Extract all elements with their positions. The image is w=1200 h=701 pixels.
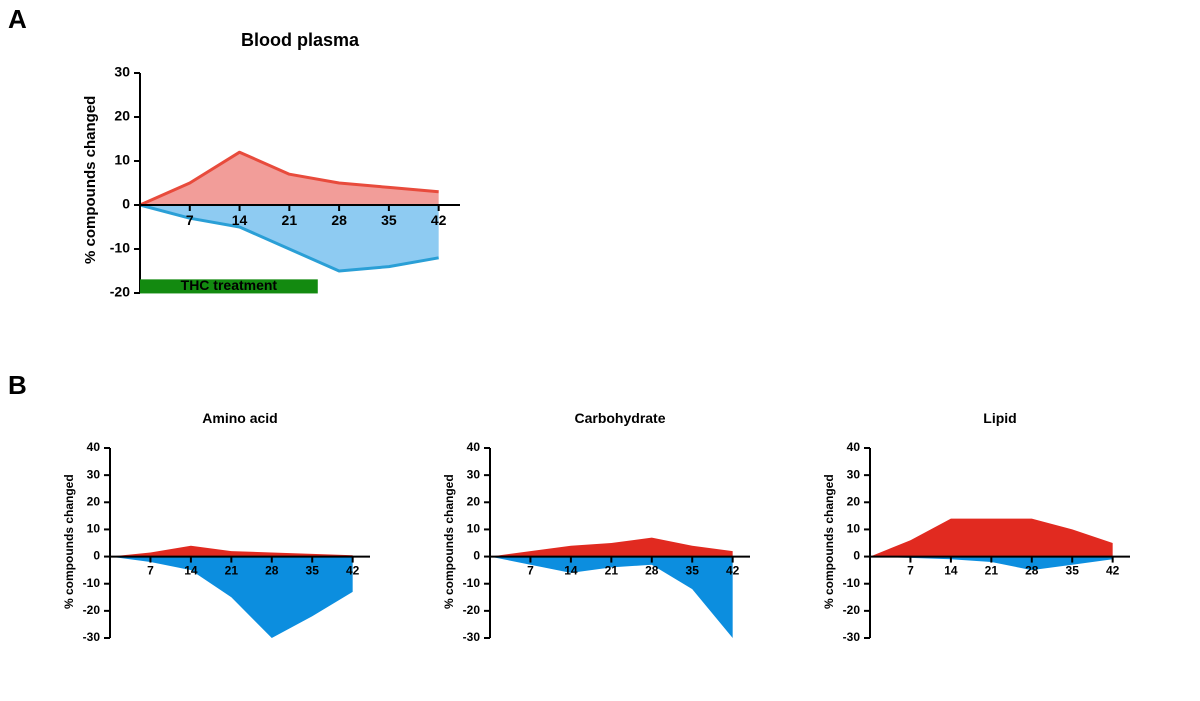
x-tick-label: 14 xyxy=(184,564,198,578)
y-tick-label: -20 xyxy=(83,603,101,617)
y-tick-label: 30 xyxy=(87,467,101,481)
x-tick-label: 21 xyxy=(225,564,239,578)
chart-svg-amino-acid: -30 -20 -10 0 10 20 30 40 7 14 21 28 35 42 xyxy=(50,430,400,668)
y-tick-label: -30 xyxy=(463,630,481,644)
area-upper xyxy=(140,152,439,205)
x-tick-label: 7 xyxy=(527,564,534,578)
y-tick-label: -10 xyxy=(83,576,101,590)
x-tick-label: 35 xyxy=(306,564,320,578)
y-tick-label: 10 xyxy=(467,522,481,536)
y-tick-label: 10 xyxy=(847,522,861,536)
x-tick-label: 21 xyxy=(605,564,619,578)
y-tick-label: -30 xyxy=(83,630,101,644)
chart-lipid: Lipid % compounds changed -30 -20 -10 0 10 20… xyxy=(810,410,1160,670)
y-tick-label: 10 xyxy=(114,152,130,168)
y-tick-label: -10 xyxy=(463,576,481,590)
chart-title-amino-acid: Amino acid xyxy=(50,410,370,426)
x-tick-label: 35 xyxy=(381,212,397,228)
x-tick-label: 42 xyxy=(431,212,447,228)
chart-amino-acid: Amino acid % compounds changed -30 -20 -10… xyxy=(50,410,400,670)
figure-root: A B Blood plasma % compounds changed -20… xyxy=(0,0,1200,701)
chart-svg-carbohydrate: -30 -20 -10 0 10 20 30 40 7 14 21 28 35 42 xyxy=(430,430,780,668)
y-tick-label: -10 xyxy=(843,576,861,590)
y-tick-label: 10 xyxy=(87,522,101,536)
x-tick-label: 42 xyxy=(346,564,360,578)
chart-blood-plasma: Blood plasma % compounds changed -20 -10 0… xyxy=(70,30,500,320)
panel-label-B: B xyxy=(8,370,27,401)
y-tick-label: 30 xyxy=(467,467,481,481)
x-tick-label: 28 xyxy=(265,564,279,578)
x-tick-label: 7 xyxy=(147,564,154,578)
x-tick-label: 28 xyxy=(645,564,659,578)
y-axis-label: % compounds changed xyxy=(442,474,456,609)
y-tick-label: 40 xyxy=(847,440,861,454)
y-tick-label: 30 xyxy=(847,467,861,481)
y-tick-label: -30 xyxy=(843,630,861,644)
x-tick-label: 28 xyxy=(1025,564,1039,578)
x-tick-label: 7 xyxy=(907,564,914,578)
x-tick-label: 14 xyxy=(564,564,578,578)
y-tick-label: 40 xyxy=(467,440,481,454)
y-tick-label: 30 xyxy=(114,64,130,80)
x-tick-label: 35 xyxy=(686,564,700,578)
area-upper xyxy=(110,546,353,557)
y-tick-label: 40 xyxy=(87,440,101,454)
x-tick-label: 42 xyxy=(726,564,740,578)
chart-svg-lipid: -30 -20 -10 0 10 20 30 40 7 14 21 28 35 42 xyxy=(810,430,1160,668)
x-tick-label: 7 xyxy=(186,212,194,228)
treatment-bar-label: THC treatment xyxy=(181,277,278,293)
y-axis-label: % compounds changed xyxy=(82,95,99,263)
y-tick-label: 20 xyxy=(847,494,861,508)
y-tick-label: 20 xyxy=(87,494,101,508)
y-tick-label: -20 xyxy=(463,603,481,617)
chart-title-lipid: Lipid xyxy=(810,410,1130,426)
chart-title-blood-plasma: Blood plasma xyxy=(70,30,460,51)
x-tick-label: 14 xyxy=(944,564,958,578)
y-tick-label: -20 xyxy=(843,603,861,617)
x-tick-label: 14 xyxy=(232,212,248,228)
x-tick-label: 35 xyxy=(1066,564,1080,578)
y-tick-label: 20 xyxy=(467,494,481,508)
y-tick-label: 0 xyxy=(473,549,480,563)
panel-label-A: A xyxy=(8,4,27,35)
x-tick-label: 21 xyxy=(985,564,999,578)
y-axis-label: % compounds changed xyxy=(62,474,76,609)
x-tick-label: 28 xyxy=(331,212,347,228)
chart-title-carbohydrate: Carbohydrate xyxy=(430,410,750,426)
y-tick-label: -10 xyxy=(110,240,130,256)
y-tick-label: 0 xyxy=(93,549,100,563)
chart-svg-blood-plasma: -20 -10 0 10 20 30 7 14 21 28 35 42 THC treatment xyxy=(70,55,500,319)
area-upper xyxy=(490,538,733,557)
chart-carbohydrate: Carbohydrate % compounds changed -30-20-… xyxy=(430,410,780,670)
x-tick-label: 21 xyxy=(282,212,298,228)
y-tick-label: 0 xyxy=(122,196,130,212)
y-axis-label: % compounds changed xyxy=(822,474,836,609)
x-tick-label: 42 xyxy=(1106,564,1120,578)
area-upper xyxy=(870,519,1113,557)
y-tick-label: 0 xyxy=(853,549,860,563)
y-tick-label: 20 xyxy=(114,108,130,124)
y-tick-label: -20 xyxy=(110,284,130,300)
